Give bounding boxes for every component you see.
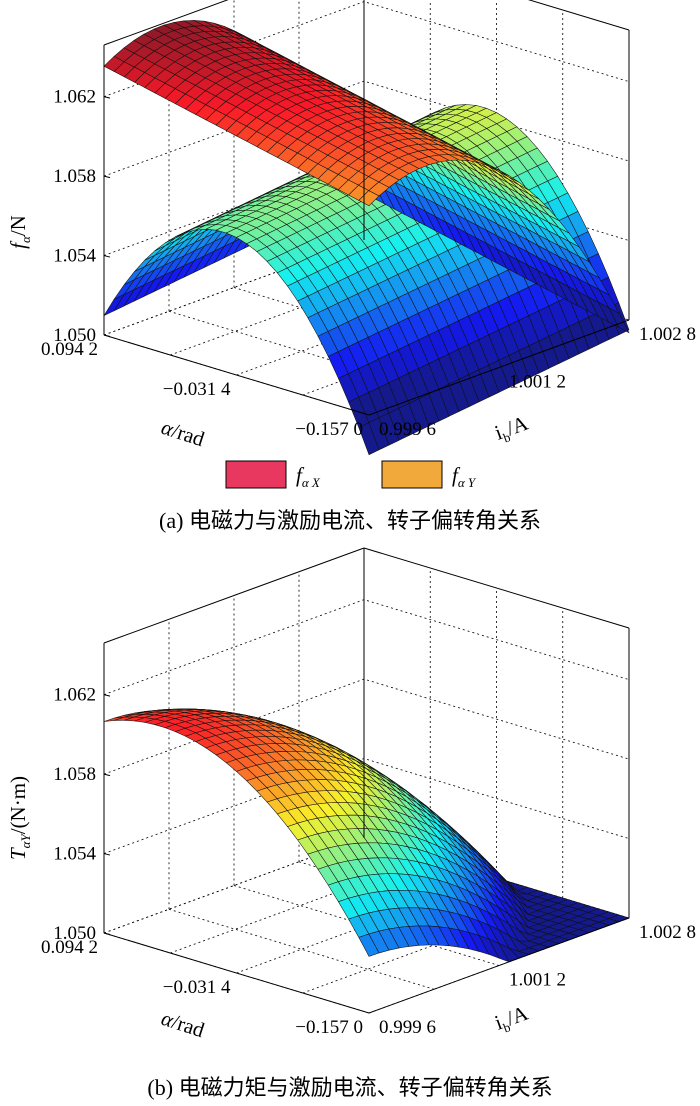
chart-b-caption: (b) 电磁力矩与激励电流、转子偏转角关系 [147, 1075, 552, 1100]
chart-b-box-edges [103, 547, 630, 1014]
chart-b: 1.050 1.054 1.058 1.062 0.094 2 −0.031 4 −0.15… [6, 547, 696, 1100]
chart-a-y-axis-label: ib/A [492, 410, 533, 447]
x-tick-label: 0.094 2 [41, 339, 98, 360]
chart-b-z-axis-label: TαY/(N·m) [6, 776, 33, 860]
z-tick [103, 694, 111, 697]
x-tick-label: −0.157 0 [295, 419, 363, 440]
z-tick [103, 773, 111, 777]
y-tick-label: 1.001 2 [509, 970, 566, 991]
z-tick [103, 96, 111, 99]
y-tick-label: 1.002 8 [639, 324, 696, 345]
z-tick [103, 932, 111, 935]
box-edge [527, 0, 630, 31]
box-edge [363, 547, 630, 629]
fay-surface-cell [358, 422, 380, 456]
box-edge [368, 917, 630, 1014]
legend-label-fay: fα Y [452, 463, 477, 490]
chart-b-x-axis-label: α/rad [158, 1006, 207, 1042]
box-edge [103, 932, 370, 1014]
floor-gridline [233, 885, 500, 966]
y-tick-label: 0.999 6 [379, 1017, 436, 1038]
z-tick-label: 1.062 [53, 87, 96, 108]
z-tick-label: 1.058 [53, 764, 96, 785]
chart-a-z-axis-label: fα/N [6, 215, 33, 249]
box-edge [368, 319, 630, 416]
chart-a-caption: (a) 电磁力与激励电流、转子偏转角关系 [159, 508, 541, 533]
box-edge [103, 0, 229, 46]
box-edge [103, 334, 370, 416]
x-tick-label: 0.094 2 [41, 937, 98, 958]
y-tick-label: 0.999 6 [379, 419, 436, 440]
chart-b-surfaces [103, 708, 630, 963]
z-tick [103, 853, 111, 856]
chart-a: 1.050 1.054 1.058 1.062 0.094 2 −0.031 4 −0.15… [6, 0, 696, 533]
tay-surface-cell [358, 933, 380, 957]
chart-a-surfaces [103, 20, 630, 456]
z-tick [103, 175, 111, 179]
z-tick [103, 255, 111, 258]
z-tick-label: 1.050 [53, 325, 96, 346]
box-edge [103, 547, 365, 644]
chart-b-y-axis-label: ib/A [492, 1000, 533, 1037]
z-tick-label: 1.058 [53, 166, 96, 187]
chart-a-box-edges [103, 0, 630, 416]
x-tick-label: −0.031 4 [163, 977, 231, 998]
chart-a-legend: fα X fα Y [225, 460, 477, 490]
y-tick-label: 1.002 8 [639, 922, 696, 943]
z-tick-label: 1.054 [53, 246, 96, 267]
z-tick-label: 1.054 [53, 844, 96, 865]
chart-b-tick-labels: 1.050 1.054 1.058 1.062 0.094 2 −0.031 4 −0.15… [41, 685, 696, 1038]
z-tick-label: 1.050 [53, 923, 96, 944]
floor-gridline [168, 908, 435, 990]
legend-swatch-fay [381, 460, 443, 489]
z-tick-label: 1.062 [53, 685, 96, 706]
z-tick [103, 334, 111, 337]
x-tick-label: −0.031 4 [163, 379, 231, 400]
x-tick-label: −0.157 0 [295, 1017, 363, 1038]
chart-a-tick-labels: 1.050 1.054 1.058 1.062 0.094 2 −0.031 4 −0.15… [41, 87, 696, 440]
legend-label-fax: fα X [296, 463, 321, 490]
y-tick-label: 1.001 2 [509, 372, 566, 393]
chart-a-x-axis-label: α/rad [158, 415, 207, 451]
legend-swatch-fax [225, 460, 287, 489]
